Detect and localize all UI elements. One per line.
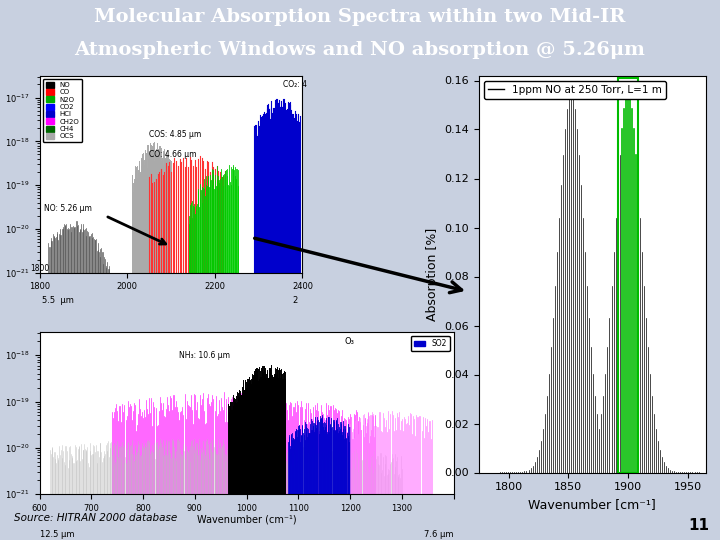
Text: 11: 11 [688,518,709,534]
Text: NO: 5.26 μm: NO: 5.26 μm [44,204,92,213]
Text: 12.5 μm: 12.5 μm [40,530,74,539]
Text: 2: 2 [292,296,297,305]
Y-axis label: Absorption [%]: Absorption [%] [426,227,438,321]
Text: 1800: 1800 [30,264,49,273]
X-axis label: Wavenumber [cm⁻¹]: Wavenumber [cm⁻¹] [528,498,656,511]
Text: Source: HITRAN 2000 database: Source: HITRAN 2000 database [14,512,178,523]
Text: CO₂: 4: CO₂: 4 [283,79,307,89]
Text: O₃: O₃ [345,336,355,346]
Legend: 1ppm NO at 250 Torr, L=1 m: 1ppm NO at 250 Torr, L=1 m [484,81,666,99]
Text: COS: 4.85 μm: COS: 4.85 μm [149,130,202,139]
Legend: NO, CO, N2O, CO2, HCl, CH2O, CH4, OCS: NO, CO, N2O, CO2, HCl, CH2O, CH4, OCS [43,79,82,142]
Text: Molecular Absorption Spectra within two Mid-IR: Molecular Absorption Spectra within two … [94,9,626,26]
Legend: SO2: SO2 [410,336,450,351]
Text: 5.5  μm: 5.5 μm [42,296,74,305]
Text: Atmospheric Windows and NO absorption @ 5.26μm: Atmospheric Windows and NO absorption @ … [75,40,645,59]
Bar [618,78,638,472]
Text: CO: 4.66 μm: CO: 4.66 μm [149,150,197,159]
Text: 7.6 μm: 7.6 μm [424,530,454,539]
X-axis label: Wavenumber (cm⁻¹): Wavenumber (cm⁻¹) [197,514,297,524]
Text: NH₃: 10.6 μm: NH₃: 10.6 μm [179,350,230,360]
